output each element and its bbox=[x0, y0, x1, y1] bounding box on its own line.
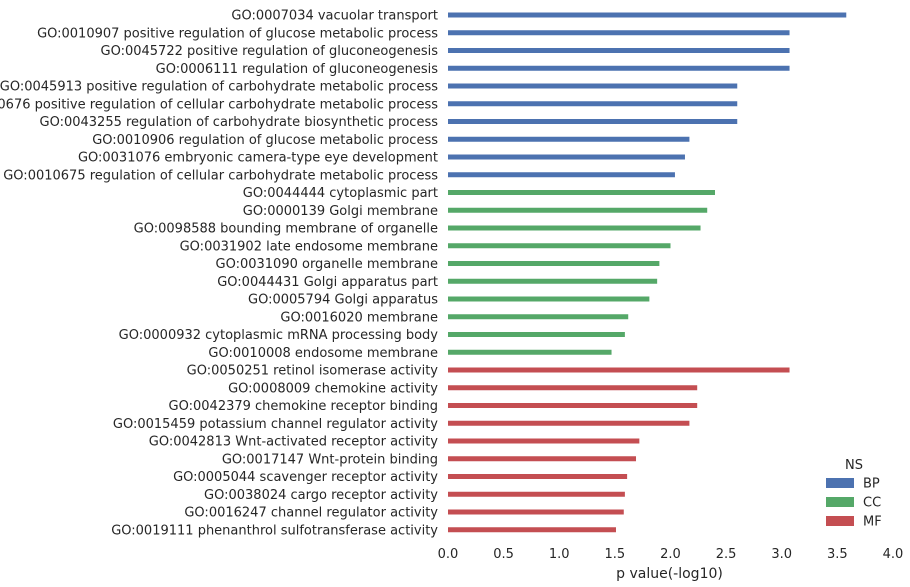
bar-cc bbox=[448, 296, 650, 302]
x-tick-label: 1.5 bbox=[605, 547, 626, 562]
category-label: GO:0010008 endosome membrane bbox=[208, 346, 438, 361]
bar-cc bbox=[448, 332, 625, 337]
category-label: GO:0019111 phenanthrol sulfotransferase … bbox=[111, 523, 438, 538]
category-label: GO:0000139 Golgi membrane bbox=[243, 204, 438, 219]
bar-cc bbox=[448, 225, 701, 231]
legend-swatch-cc bbox=[826, 497, 854, 507]
x-tick-label: 1.0 bbox=[549, 547, 570, 562]
x-tick-label: 3.5 bbox=[827, 547, 848, 562]
bar-bp bbox=[448, 101, 738, 107]
bar-mf bbox=[448, 385, 698, 391]
legend-swatch-mf bbox=[826, 516, 854, 526]
category-label: GO:0017147 Wnt-protein binding bbox=[222, 452, 438, 467]
category-label: GO:0010906 regulation of glucose metabol… bbox=[92, 133, 438, 148]
x-axis-ticks: 0.0 0.5 1.0 1.5 2.0 2.5 3.0 3.5 4.0 bbox=[438, 547, 904, 562]
bar-bp bbox=[448, 172, 675, 178]
bar-mf bbox=[448, 438, 640, 444]
x-tick-label: 4.0 bbox=[883, 547, 904, 562]
x-tick-label: 0.5 bbox=[493, 547, 514, 562]
category-label: GO:0043255 regulation of carbohydrate bi… bbox=[40, 115, 439, 130]
bar-mf bbox=[448, 509, 624, 515]
category-label: GO:0005044 scavenger receptor activity bbox=[173, 470, 438, 485]
legend-swatch-bp bbox=[826, 478, 854, 488]
legend: NS BP CC MF bbox=[826, 458, 882, 530]
category-label: GO:0010676 positive regulation of cellul… bbox=[0, 97, 438, 112]
category-label: GO:0010675 regulation of cellular carboh… bbox=[3, 168, 438, 183]
bar-mf bbox=[448, 527, 616, 533]
bar-cc bbox=[448, 190, 715, 195]
bar-cc bbox=[448, 261, 660, 266]
bar-bp bbox=[448, 65, 790, 71]
category-label: GO:0006111 regulation of gluconeogenesis bbox=[156, 62, 439, 77]
bar-cc bbox=[448, 243, 671, 249]
bar-cc bbox=[448, 278, 658, 284]
x-tick-label: 0.0 bbox=[438, 547, 459, 562]
legend-label-bp: BP bbox=[863, 477, 880, 492]
bar-bp bbox=[448, 48, 790, 53]
bar-bp bbox=[448, 154, 685, 160]
bar-mf bbox=[448, 403, 698, 408]
category-labels: GO:0007034 vacuolar transport GO:0010907 … bbox=[0, 9, 438, 539]
category-label: GO:0031902 late endosome membrane bbox=[180, 239, 438, 254]
category-label: GO:0038024 cargo receptor activity bbox=[204, 488, 438, 503]
bar-bp bbox=[448, 83, 738, 89]
bar-bp bbox=[448, 30, 790, 36]
bars bbox=[448, 12, 847, 533]
category-label: GO:0045913 positive regulation of carboh… bbox=[0, 80, 438, 95]
category-label: GO:0015459 potassium channel regulator a… bbox=[113, 417, 438, 432]
bar-bp bbox=[448, 12, 847, 18]
category-label: GO:0031090 organelle membrane bbox=[216, 257, 439, 272]
bar-mf bbox=[448, 456, 637, 462]
category-label: GO:0000932 cytoplasmic mRNA processing b… bbox=[119, 328, 439, 343]
category-label: GO:0008009 chemokine activity bbox=[228, 381, 438, 396]
x-tick-label: 3.0 bbox=[771, 547, 792, 562]
category-label: GO:0016247 channel regulator activity bbox=[184, 506, 438, 521]
category-label: GO:0010907 positive regulation of glucos… bbox=[37, 26, 438, 41]
bar-mf bbox=[448, 367, 790, 373]
category-label: GO:0098588 bounding membrane of organell… bbox=[134, 222, 438, 237]
bar-bp bbox=[448, 119, 738, 124]
legend-entries: BP CC MF bbox=[826, 477, 882, 530]
category-label: GO:0050251 retinol isomerase activity bbox=[187, 364, 439, 379]
category-label: GO:0031076 embryonic camera-type eye dev… bbox=[78, 151, 438, 166]
legend-title: NS bbox=[845, 458, 863, 473]
category-label: GO:0044431 Golgi apparatus part bbox=[217, 275, 438, 290]
bar-cc bbox=[448, 207, 708, 213]
bar-cc bbox=[448, 349, 612, 355]
legend-label-mf: MF bbox=[863, 515, 882, 530]
category-label: GO:0045722 positive regulation of glucon… bbox=[101, 44, 439, 59]
x-tick-label: 2.5 bbox=[716, 547, 737, 562]
category-label: GO:0044444 cytoplasmic part bbox=[243, 186, 438, 201]
x-tick-label: 2.0 bbox=[660, 547, 681, 562]
bar-cc bbox=[448, 314, 629, 320]
bar-mf bbox=[448, 474, 628, 479]
legend-label-cc: CC bbox=[863, 496, 881, 511]
bar-bp bbox=[448, 136, 690, 142]
category-label: GO:0007034 vacuolar transport bbox=[231, 9, 438, 24]
category-label: GO:0042813 Wnt-activated receptor activi… bbox=[149, 435, 439, 450]
bar-mf bbox=[448, 420, 690, 426]
category-label: GO:0042379 chemokine receptor binding bbox=[169, 399, 438, 414]
category-label: GO:0005794 Golgi apparatus bbox=[248, 293, 438, 308]
category-label: GO:0016020 membrane bbox=[280, 310, 438, 325]
bar-mf bbox=[448, 491, 625, 497]
x-axis-label: p value(-log10) bbox=[616, 566, 723, 582]
